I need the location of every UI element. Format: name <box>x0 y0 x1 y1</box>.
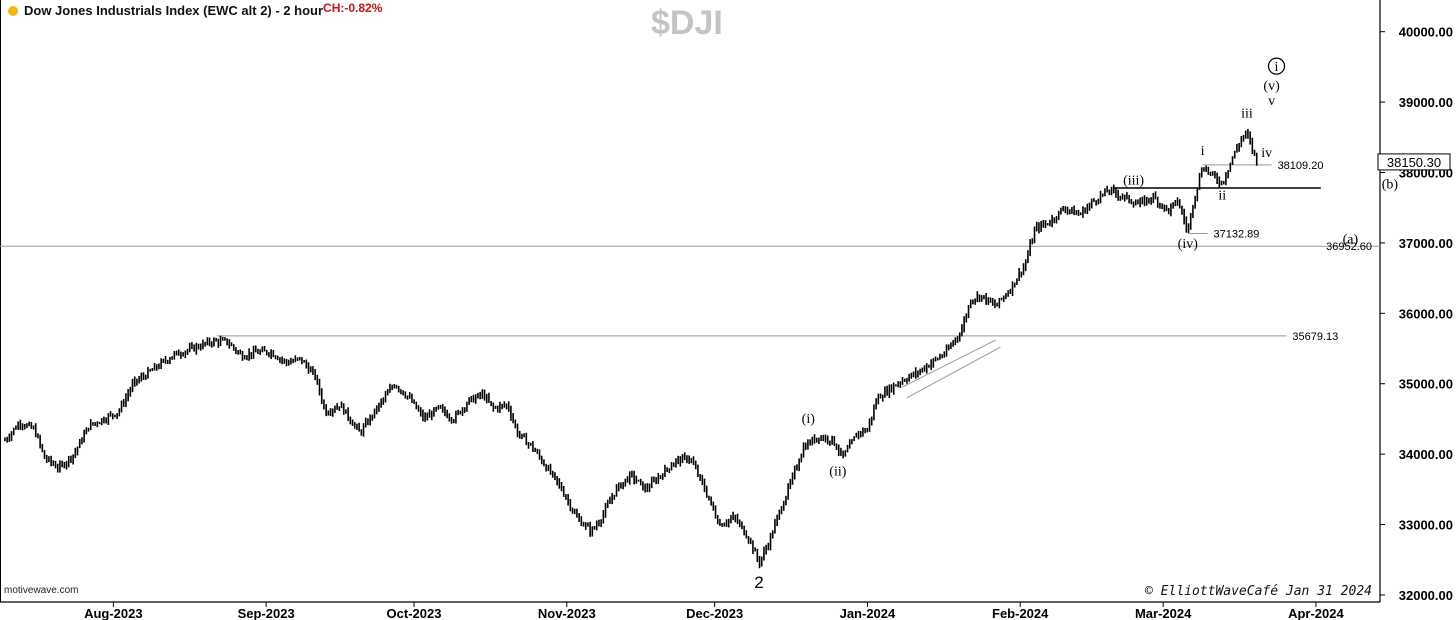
reference-line-label: 38109.20 <box>1278 160 1324 172</box>
wave-label: ii <box>1218 188 1226 203</box>
status-dot-icon <box>8 6 18 16</box>
x-tick-label: Jan-2024 <box>840 606 896 620</box>
y-tick-label: 34000.00 <box>1399 447 1453 462</box>
wave-circle <box>1267 57 1286 75</box>
y-tick-label: 39000.00 <box>1399 95 1453 110</box>
x-tick-label: Mar-2024 <box>1135 606 1192 620</box>
y-tick-label: 40000.00 <box>1399 25 1453 40</box>
wave-label: (iv) <box>1178 237 1199 252</box>
wave-label: (a) <box>1343 233 1359 248</box>
x-tick-label: Sep-2023 <box>238 606 295 620</box>
wave-label: iii <box>1241 107 1253 122</box>
x-tick-label: Aug-2023 <box>84 606 143 620</box>
x-tick-label: Nov-2023 <box>538 606 596 620</box>
wave-label: 2 <box>754 573 763 592</box>
wave-label: iv <box>1261 146 1272 161</box>
y-tick-label: 33000.00 <box>1399 518 1453 533</box>
x-tick-label: Feb-2024 <box>992 606 1049 620</box>
y-tick-label: 37000.00 <box>1399 236 1453 251</box>
channel-line <box>901 339 996 388</box>
wave-label: (i) <box>802 412 816 427</box>
wave-label: i <box>1275 60 1279 75</box>
last-price-box <box>1377 153 1451 171</box>
wave-label: v <box>1268 94 1275 109</box>
x-tick-label: Oct-2023 <box>387 606 442 620</box>
y-tick-label: 36000.00 <box>1399 306 1453 321</box>
wave-label: (v) <box>1263 79 1280 94</box>
chart-header: Dow Jones Industrials Index (EWC alt 2) … <box>8 1 383 18</box>
y-tick-label: 35000.00 <box>1399 377 1453 392</box>
change-percent: CH:-0.82% <box>323 1 383 15</box>
x-tick-label: Dec-2023 <box>686 606 743 620</box>
wave-label: i <box>1201 144 1205 159</box>
chart-title: Dow Jones Industrials Index (EWC alt 2) … <box>24 3 324 18</box>
wave-label: (b) <box>1382 178 1399 193</box>
reference-line-label: 35679.13 <box>1292 331 1338 343</box>
last-price-label: 38150.30 <box>1387 155 1441 170</box>
reference-line-label: 37132.89 <box>1214 229 1260 241</box>
reference-line-label: 36952.60 <box>1326 241 1372 253</box>
site-watermark: motivewave.com <box>4 585 79 596</box>
channel-line <box>906 346 1001 399</box>
symbol-watermark: $DJI <box>651 4 723 42</box>
wave-label: (ii) <box>829 464 846 479</box>
wave-label: (iii) <box>1123 173 1144 188</box>
y-tick-label: 32000.00 <box>1399 588 1453 603</box>
x-tick-label: Apr-2024 <box>1288 606 1344 620</box>
copyright-label: © ElliottWaveCafé Jan 31 2024 <box>1145 584 1372 599</box>
